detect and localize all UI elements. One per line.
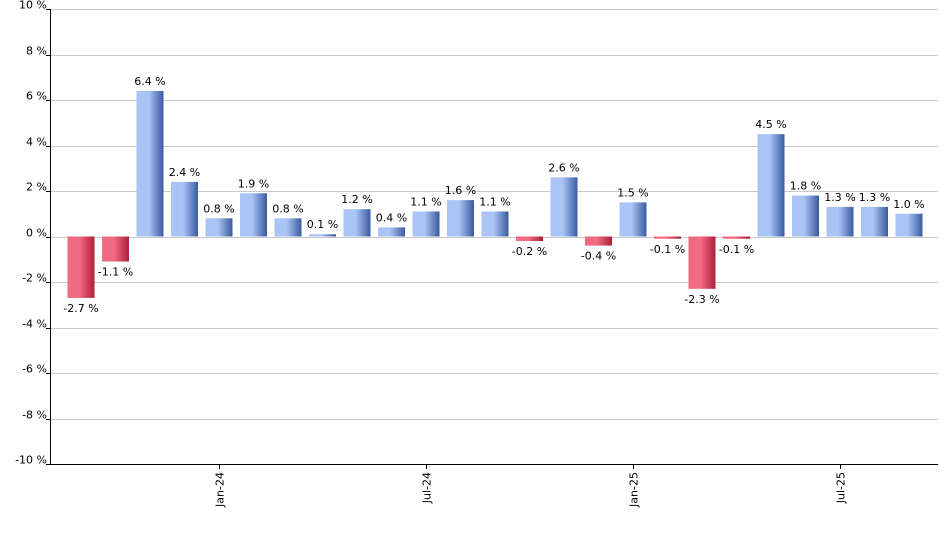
bar — [619, 202, 647, 237]
data-label: -0.2 % — [512, 245, 547, 258]
bar — [654, 236, 681, 239]
data-label: 1.1 % — [479, 195, 510, 208]
bar — [481, 211, 509, 237]
data-label: -1.1 % — [98, 266, 133, 279]
data-label: 1.6 % — [445, 184, 476, 197]
y-axis-ticks: -10 % -8 % -6 % -4 % -2 % 0 % 2 % 4 % 6 % 8 % 10 % — [15, 0, 50, 467]
y-tick-label: 4 % — [26, 136, 47, 149]
bar — [757, 134, 785, 237]
bar — [895, 213, 923, 237]
data-label: 1.0 % — [893, 198, 924, 211]
grid-lines — [50, 9, 938, 465]
y-tick-label: 8 % — [26, 45, 47, 58]
bar — [516, 236, 543, 242]
data-label: 4.5 % — [755, 118, 786, 131]
bar — [792, 195, 819, 237]
data-label: 0.1 % — [307, 218, 338, 231]
data-labels: -2.7 %-1.1 %6.4 %2.4 %0.8 %1.9 %0.8 %0.1… — [63, 75, 924, 315]
data-label: 1.9 % — [238, 177, 269, 190]
bar — [67, 236, 95, 298]
x-axis-ticks: Jan-24 Jul-24 Jan-25 Jul-25 — [214, 464, 848, 508]
bar — [447, 200, 474, 237]
bar — [274, 218, 302, 237]
bar — [412, 211, 440, 237]
y-tick-label: 2 % — [26, 181, 47, 194]
data-label: 2.6 % — [548, 161, 579, 174]
bar — [240, 193, 267, 237]
data-label: 2.4 % — [169, 166, 200, 179]
bar — [136, 90, 164, 237]
bar — [102, 236, 129, 262]
data-label: 1.3 % — [824, 191, 855, 204]
bar — [585, 236, 612, 246]
bars — [67, 90, 923, 298]
bar — [723, 236, 750, 239]
data-label: 0.8 % — [272, 202, 303, 215]
y-tick-label: -2 % — [22, 272, 47, 285]
data-label: -0.1 % — [719, 243, 754, 256]
x-tick-label: Jan-25 — [628, 472, 641, 508]
data-label: 1.3 % — [859, 191, 890, 204]
x-tick-label: Jul-24 — [421, 472, 434, 504]
data-label: 0.4 % — [376, 211, 407, 224]
bar — [861, 206, 888, 237]
data-label: -2.7 % — [63, 302, 98, 315]
y-tick-label: -4 % — [22, 318, 47, 331]
data-label: -0.1 % — [650, 243, 685, 256]
data-label: 6.4 % — [134, 75, 165, 88]
data-label: 1.8 % — [790, 180, 821, 193]
y-tick-label: -8 % — [22, 409, 47, 422]
data-label: -2.3 % — [684, 293, 719, 306]
bar — [171, 181, 198, 237]
data-label: 1.1 % — [410, 195, 441, 208]
bar — [688, 236, 716, 289]
y-tick-label: 6 % — [26, 90, 47, 103]
y-tick-label: -10 % — [15, 454, 47, 467]
data-label: 0.8 % — [203, 202, 234, 215]
bar — [309, 234, 336, 237]
axes — [50, 9, 938, 465]
bar — [378, 227, 405, 237]
data-label: 1.5 % — [617, 186, 648, 199]
y-tick-label: -6 % — [22, 363, 47, 376]
bar — [343, 209, 371, 237]
bar — [550, 177, 578, 237]
bar — [826, 206, 854, 237]
y-tick-label: 0 % — [26, 227, 47, 240]
bar — [205, 218, 233, 237]
x-tick-label: Jul-25 — [835, 472, 848, 504]
data-label: -0.4 % — [581, 250, 616, 263]
data-label: 1.2 % — [341, 193, 372, 206]
y-tick-label: 10 % — [19, 0, 47, 12]
x-tick-label: Jan-24 — [214, 472, 227, 508]
